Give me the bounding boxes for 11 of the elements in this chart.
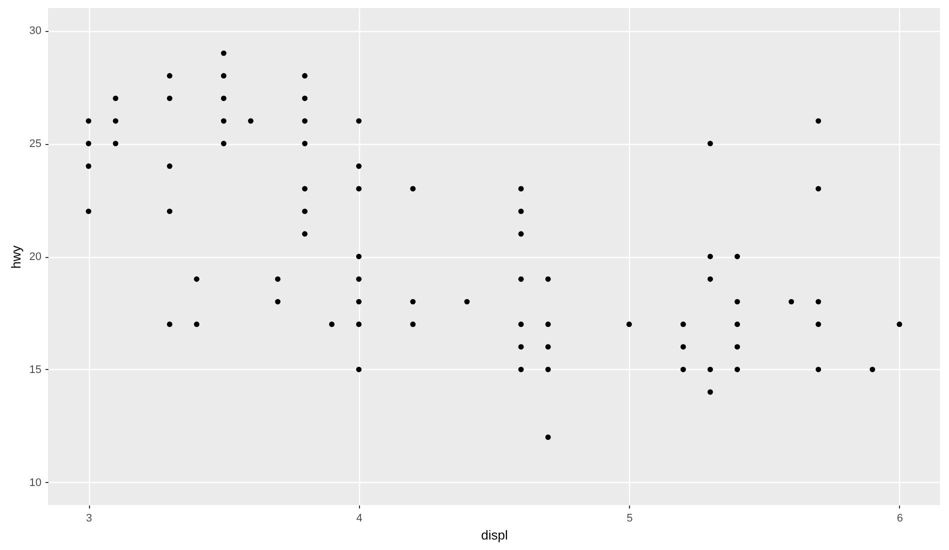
x-tick-label: 3	[86, 512, 92, 524]
y-tick-label: 20	[29, 251, 42, 263]
y-tick-label: 30	[29, 25, 42, 38]
x-tick-label: 5	[626, 512, 633, 524]
y-tick-label: 10	[29, 476, 42, 489]
x-tick-label: 6	[896, 512, 904, 524]
y-tick-label: 25	[29, 138, 42, 150]
x-tick-label: 4	[356, 512, 362, 524]
y-axis-title: hwy	[8, 244, 24, 269]
x-axis-title: displ	[481, 528, 508, 542]
y-tick-label: 15	[29, 364, 42, 376]
